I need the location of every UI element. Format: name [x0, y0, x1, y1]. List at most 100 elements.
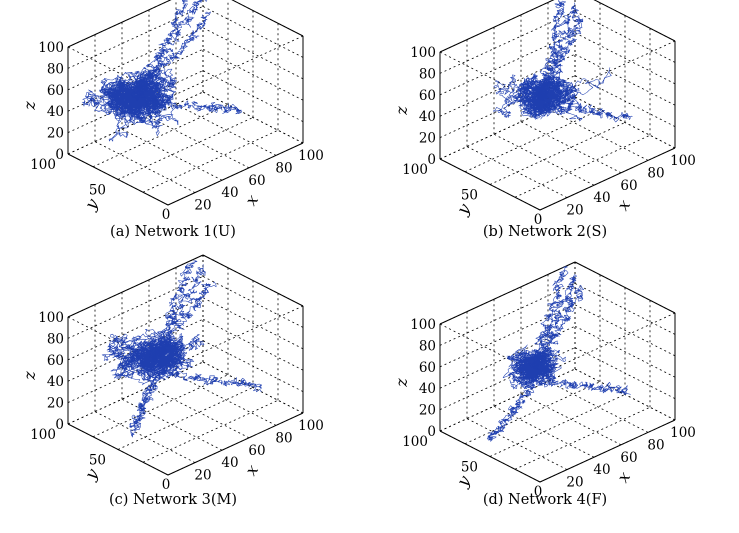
- z-tick-label: 80: [419, 338, 436, 354]
- z-tick-label: 60: [47, 353, 64, 369]
- x-axis-label: x: [613, 468, 634, 486]
- box-edge: [67, 46, 169, 99]
- z-tick-label: 40: [419, 109, 436, 125]
- grid-line: [148, 386, 250, 439]
- trajectory-branch: [541, 100, 633, 123]
- grid-line: [202, 297, 304, 350]
- grid-line: [489, 122, 626, 185]
- z-tick-label: 0: [427, 152, 436, 168]
- x-tick-label: 20: [566, 475, 583, 491]
- panel-caption: (d) Network 4(F): [483, 492, 607, 508]
- z-tick-label: 0: [427, 424, 436, 440]
- z-tick-label: 40: [47, 374, 64, 390]
- box-edge: [202, 254, 304, 307]
- x-tick-label: 80: [275, 160, 292, 176]
- trajectory-branch: [528, 274, 577, 369]
- z-tick-label: 60: [47, 83, 64, 99]
- trajectory-branch: [535, 2, 579, 101]
- z-tick-label: 20: [47, 126, 64, 142]
- box-edge: [439, 323, 541, 376]
- trajectory-branch: [486, 377, 536, 442]
- x-tick-label: 20: [566, 203, 583, 219]
- x-axis-label: x: [241, 191, 262, 209]
- grid-line: [439, 96, 576, 160]
- box-edge: [167, 35, 304, 99]
- y-tick-label: 50: [89, 183, 106, 199]
- y-tick-label: 50: [89, 453, 106, 469]
- y-tick-label: 50: [461, 188, 478, 204]
- z-tick-label: 100: [410, 45, 436, 61]
- box-edge: [593, 0, 676, 42]
- z-tick-label: 0: [55, 147, 64, 163]
- z-tick-label: 40: [419, 381, 436, 397]
- y-axis-line: [67, 153, 169, 206]
- trajectory-branch: [535, 15, 584, 100]
- z-tick-label: 80: [47, 331, 64, 347]
- xy-origin-tick-label: 0: [534, 212, 543, 228]
- x-tick-label: 20: [194, 468, 211, 484]
- y-tick-label: 100: [402, 162, 428, 178]
- z-tick-label: 80: [419, 66, 436, 82]
- z-axis-label: z: [392, 378, 411, 388]
- x-axis-line: [539, 419, 676, 483]
- grid-line: [94, 411, 196, 463]
- y-tick-label: 100: [402, 434, 428, 450]
- grid-line: [117, 117, 254, 180]
- trajectory-branch: [535, 376, 631, 395]
- grid-line: [466, 418, 568, 470]
- z-tick-label: 100: [38, 40, 64, 56]
- trajectory-branch: [144, 96, 243, 115]
- trajectory-branch: [153, 264, 206, 360]
- grid-line: [94, 141, 196, 193]
- z-tick-label: 40: [47, 104, 64, 120]
- x-tick-label: 20: [194, 198, 211, 214]
- panel-caption: (b) Network 2(S): [483, 224, 607, 240]
- box-edge: [231, 0, 304, 37]
- x-tick-label: 60: [620, 450, 637, 466]
- z-tick-label: 0: [55, 417, 64, 433]
- box-edge: [439, 261, 576, 325]
- grid-line: [175, 374, 277, 426]
- y-axis-line: [67, 423, 169, 476]
- z-tick-label: 60: [419, 88, 436, 104]
- x-tick-label: 80: [275, 430, 292, 446]
- x-tick-label: 100: [670, 153, 696, 169]
- box-edge: [574, 261, 676, 314]
- grid-line: [92, 104, 229, 168]
- z-tick-label: 20: [419, 131, 436, 147]
- z-axis-label: z: [20, 371, 39, 381]
- grid-line: [547, 109, 649, 161]
- box-edge: [67, 0, 172, 48]
- x-tick-label: 100: [298, 418, 324, 434]
- grid-line: [520, 393, 622, 446]
- x-tick-label: 100: [670, 425, 696, 441]
- y-axis-line: [439, 158, 541, 211]
- x-tick-label: 60: [620, 178, 637, 194]
- trajectory-branch: [150, 281, 217, 362]
- grid-line: [121, 398, 223, 451]
- grid-line: [202, 27, 304, 80]
- grid-line: [520, 121, 622, 174]
- grid-line: [175, 104, 277, 156]
- x-tick-label: 40: [221, 455, 238, 471]
- grid-line: [67, 361, 204, 425]
- trajectory-branch: [532, 284, 585, 370]
- box-edge: [67, 254, 204, 318]
- grid-line: [202, 48, 304, 101]
- grid-line: [489, 394, 626, 457]
- xy-origin-tick-label: 0: [534, 484, 543, 500]
- y-axis-line: [439, 430, 541, 483]
- x-tick-label: 80: [647, 437, 664, 453]
- grid-line: [121, 128, 223, 181]
- y-tick-label: 50: [461, 460, 478, 476]
- z-tick-label: 80: [47, 61, 64, 77]
- box-edge: [439, 51, 541, 104]
- y-tick-label: 100: [30, 427, 56, 443]
- xy-origin-tick-label: 0: [162, 207, 171, 223]
- grid-line: [67, 0, 172, 48]
